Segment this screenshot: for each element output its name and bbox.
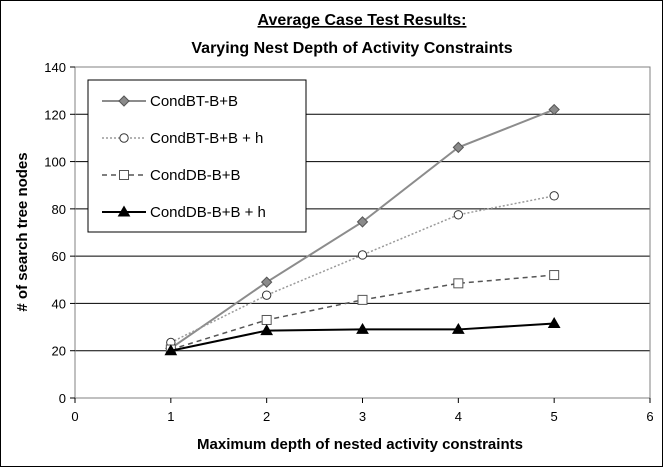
- legend-marker: [119, 133, 129, 143]
- y-tick-label: 140: [44, 60, 66, 75]
- y-tick-label: 60: [52, 249, 66, 264]
- data-point: [357, 294, 368, 305]
- data-point: [452, 141, 465, 154]
- data-point: [547, 317, 561, 329]
- legend-marker: [118, 95, 130, 107]
- series-3: [165, 270, 560, 355]
- data-point: [356, 216, 369, 228]
- x-tick-label: 0: [71, 409, 78, 424]
- y-tick-label: 20: [52, 344, 66, 359]
- y-tick-label: 100: [44, 155, 66, 170]
- x-tick-label: 5: [551, 409, 558, 424]
- series-group: [164, 103, 561, 356]
- legend-label: CondDB-B+B: [150, 167, 240, 184]
- data-point: [261, 290, 272, 300]
- data-point: [453, 278, 464, 289]
- chart-subtitle: Varying Nest Depth of Activity Constrain…: [191, 40, 512, 57]
- data-point: [164, 344, 178, 356]
- data-point: [451, 322, 465, 334]
- x-tick-label: 4: [455, 409, 462, 424]
- series-4: [164, 317, 561, 356]
- y-tick-label: 0: [59, 391, 66, 406]
- data-point: [357, 250, 368, 260]
- x-tick-label: 2: [263, 409, 270, 424]
- legend-marker: [119, 170, 129, 180]
- y-axis-label: # of search tree nodes: [14, 152, 31, 311]
- data-point: [549, 191, 559, 201]
- axis-ticks: 0 20 40 60 80 100 120 140 0 1 2 3 4 5 6: [44, 60, 653, 424]
- legend-label: CondDB-B+B + h: [150, 204, 266, 221]
- data-point: [356, 322, 369, 334]
- legend-label: CondBT-B+B + h: [150, 130, 263, 147]
- chart-title: Average Case Test Results:: [258, 12, 467, 29]
- x-tick-label: 6: [646, 409, 653, 424]
- legend-label: CondBT-B+B: [150, 93, 238, 110]
- legend: CondBT-B+B CondBT-B+B + h CondDB-B+B CondDB…: [87, 79, 307, 233]
- data-point: [548, 103, 560, 116]
- y-tick-label: 120: [44, 107, 66, 122]
- x-tick-label: 1: [167, 409, 174, 424]
- data-point: [260, 324, 274, 336]
- y-tick-label: 80: [52, 202, 66, 217]
- legend-marker: [117, 205, 131, 217]
- data-point: [453, 210, 464, 220]
- data-point: [260, 276, 273, 288]
- y-tick-label: 40: [52, 296, 66, 311]
- data-point: [549, 270, 560, 281]
- x-tick-label: 3: [359, 409, 366, 424]
- data-point: [261, 314, 272, 325]
- x-axis-label: Maximum depth of nested activity constra…: [197, 436, 523, 453]
